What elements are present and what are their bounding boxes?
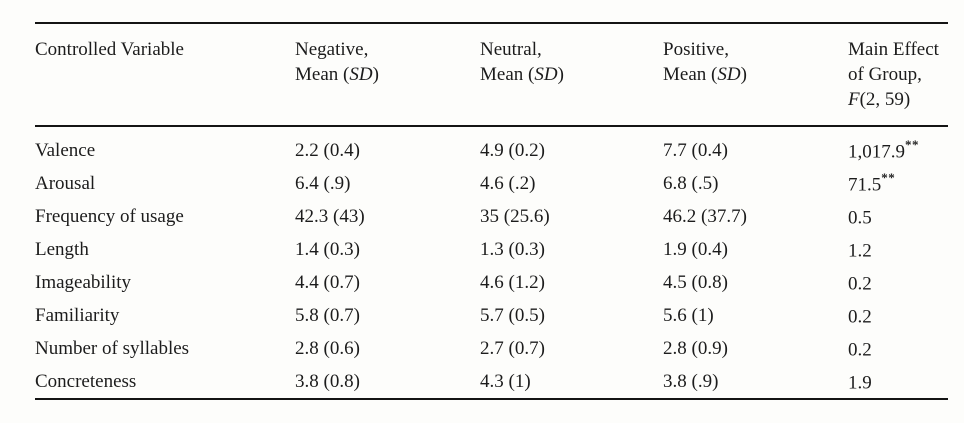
header-label-line2: of Group, <box>848 64 922 85</box>
table-row-concreteness: Concreteness 3.8 (0.8) 4.3 (1) 3.8 (.9) … <box>35 365 948 399</box>
positive-cell: 2.8 (0.9) <box>663 337 728 359</box>
positive-cell: 6.8 (.5) <box>663 172 719 194</box>
significance-asterisks: ** <box>905 136 919 152</box>
table-row-length: Length 1.4 (0.3) 1.3 (0.3) 1.9 (0.4) 1.2 <box>35 233 948 266</box>
negative-cell: 42.3 (43) <box>295 205 365 227</box>
negative-cell: 3.8 (0.8) <box>295 370 360 392</box>
significance-asterisks: ** <box>881 169 896 185</box>
header-label-line2: Mean (SD) <box>663 64 747 85</box>
header-neutral: Neutral, Mean (SD) <box>480 23 663 127</box>
sd-italic: SD <box>349 64 373 85</box>
sd-italic: SD <box>534 64 558 85</box>
header-label-line1: Main Effect <box>848 39 939 60</box>
main-effect-cell: 1,017.9** <box>848 136 919 163</box>
neutral-cell: 2.7 (0.7) <box>480 337 545 359</box>
variable-cell: Concreteness <box>35 370 137 392</box>
header-label-line2: Mean (SD) <box>480 64 564 85</box>
negative-cell: 2.8 (0.6) <box>295 337 360 359</box>
table-row-valence: Valence 2.2 (0.4) 4.9 (0.2) 7.7 (0.4) 1,… <box>35 126 948 167</box>
variable-cell: Arousal <box>35 172 96 194</box>
main-effect-cell: 0.2 <box>848 306 872 328</box>
main-effect-cell: 0.5 <box>848 207 872 229</box>
table-row-syllables: Number of syllables 2.8 (0.6) 2.7 (0.7) … <box>35 332 948 365</box>
positive-cell: 5.6 (1) <box>663 304 714 326</box>
main-effect-cell: 1.2 <box>848 240 872 262</box>
header-main-effect: Main Effect of Group, F(2, 59) <box>848 23 948 127</box>
header-label-line2: Mean (SD) <box>295 64 379 85</box>
header-negative: Negative, Mean (SD) <box>295 23 480 127</box>
neutral-cell: 4.9 (0.2) <box>480 139 545 161</box>
main-effect-cell: 1.9 <box>848 372 872 394</box>
variable-cell: Number of syllables <box>35 337 190 359</box>
negative-cell: 1.4 (0.3) <box>295 238 360 260</box>
positive-cell: 46.2 (37.7) <box>663 205 747 227</box>
header-positive: Positive, Mean (SD) <box>663 23 848 127</box>
negative-cell: 5.8 (0.7) <box>295 304 360 326</box>
table-row-familiarity: Familiarity 5.8 (0.7) 5.7 (0.5) 5.6 (1) … <box>35 299 948 332</box>
header-label-line3: F(2, 59) <box>848 89 911 110</box>
negative-cell: 4.4 (0.7) <box>295 271 360 293</box>
header-label-line1: Neutral, <box>480 39 542 60</box>
neutral-cell: 4.6 (.2) <box>480 172 536 194</box>
variable-cell: Length <box>35 238 89 260</box>
neutral-cell: 4.3 (1) <box>480 370 531 392</box>
main-effect-cell: 0.2 <box>848 339 872 361</box>
header-controlled-variable: Controlled Variable <box>35 23 295 127</box>
controlled-variables-table-container: Controlled Variable Negative, Mean (SD) … <box>35 22 948 400</box>
negative-cell: 6.4 (.9) <box>295 172 351 194</box>
variable-cell: Imageability <box>35 271 132 293</box>
positive-cell: 4.5 (0.8) <box>663 271 728 293</box>
variable-cell: Frequency of usage <box>35 205 184 227</box>
controlled-variables-table: Controlled Variable Negative, Mean (SD) … <box>35 22 948 400</box>
main-effect-cell: 71.5** <box>848 169 896 196</box>
header-label-line1: Positive, <box>663 39 729 60</box>
neutral-cell: 5.7 (0.5) <box>480 304 545 326</box>
header-label-line1: Negative, <box>295 39 369 60</box>
main-effect-cell: 0.2 <box>848 273 872 295</box>
variable-cell: Familiarity <box>35 304 120 326</box>
f-italic: F <box>848 89 860 110</box>
table-body: Valence 2.2 (0.4) 4.9 (0.2) 7.7 (0.4) 1,… <box>35 126 948 399</box>
header-row: Controlled Variable Negative, Mean (SD) … <box>35 23 948 127</box>
negative-cell: 2.2 (0.4) <box>295 139 360 161</box>
table-row-arousal: Arousal 6.4 (.9) 4.6 (.2) 6.8 (.5) 71.5*… <box>35 167 948 200</box>
table-row-imageability: Imageability 4.4 (0.7) 4.6 (1.2) 4.5 (0.… <box>35 266 948 299</box>
neutral-cell: 35 (25.6) <box>480 205 550 227</box>
table-header: Controlled Variable Negative, Mean (SD) … <box>35 23 948 127</box>
sd-italic: SD <box>717 64 741 85</box>
positive-cell: 3.8 (.9) <box>663 370 719 392</box>
neutral-cell: 1.3 (0.3) <box>480 238 545 260</box>
table-row-frequency: Frequency of usage 42.3 (43) 35 (25.6) 4… <box>35 200 948 233</box>
neutral-cell: 4.6 (1.2) <box>480 271 545 293</box>
variable-cell: Valence <box>35 139 96 161</box>
header-label: Controlled Variable <box>35 39 184 60</box>
positive-cell: 1.9 (0.4) <box>663 238 728 260</box>
positive-cell: 7.7 (0.4) <box>663 139 728 161</box>
